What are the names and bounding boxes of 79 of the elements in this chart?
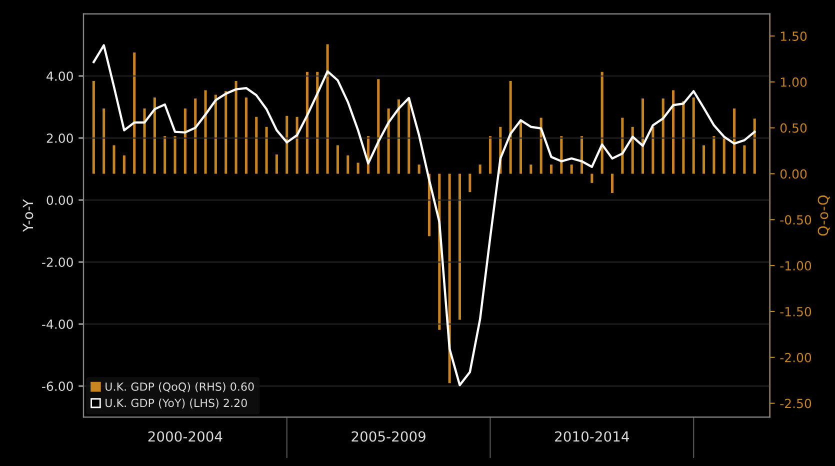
y-axis-title: Y-o-Y — [22, 199, 34, 232]
bar — [550, 164, 553, 174]
bar — [102, 108, 106, 174]
bar — [377, 79, 380, 174]
bar — [184, 108, 186, 174]
x-tick-label: 2000-2004 — [148, 431, 222, 442]
bar — [478, 164, 482, 174]
bar — [346, 155, 350, 174]
bar — [692, 98, 695, 174]
bar — [682, 101, 685, 174]
y-tick-label: 2.00 — [46, 133, 73, 143]
bar — [610, 174, 614, 194]
y2-tick-label: -0.50 — [780, 215, 812, 225]
bar — [702, 145, 706, 174]
bar — [397, 99, 400, 174]
bar — [621, 118, 624, 174]
bar — [143, 108, 146, 174]
bar — [418, 164, 420, 174]
bar — [316, 72, 319, 174]
bar — [509, 81, 512, 174]
bar — [753, 118, 756, 174]
bar — [133, 52, 136, 174]
bar — [153, 98, 156, 174]
legend-label: U.K. GDP (QoQ) (RHS) 0.60 — [106, 382, 254, 392]
bar — [164, 136, 166, 174]
x-tick-label: 2010-2014 — [555, 431, 629, 442]
bar — [468, 174, 472, 192]
y2-tick-label: -1.00 — [780, 261, 812, 270]
bar — [112, 145, 116, 174]
bar — [641, 98, 644, 174]
y2-tick-label: 1.00 — [780, 77, 807, 87]
bar — [722, 136, 726, 174]
bar — [275, 154, 278, 174]
bar — [488, 136, 492, 174]
bar — [590, 174, 594, 183]
bar — [214, 94, 217, 174]
bar — [530, 164, 532, 174]
bar — [255, 116, 258, 174]
bar — [387, 108, 390, 174]
y2-tick-label: 0.00 — [780, 169, 807, 179]
bar — [92, 81, 95, 174]
x-tick-label: 2005-2009 — [352, 431, 426, 442]
bar — [194, 98, 197, 174]
bar — [306, 72, 308, 174]
y2-tick-label: -2.50 — [780, 398, 812, 408]
y-tick-label: 0.00 — [46, 195, 73, 205]
bar — [458, 174, 462, 320]
bar — [519, 120, 522, 174]
legend-label: U.K. GDP (YoY) (LHS) 2.20 — [106, 398, 247, 408]
bar — [631, 126, 634, 174]
bar — [600, 72, 604, 174]
bar — [234, 81, 238, 174]
bar — [408, 98, 410, 174]
bar — [336, 145, 339, 174]
bar — [672, 90, 675, 174]
y-tick-label: 4.00 — [46, 71, 73, 81]
y2-tick-label: 0.50 — [780, 123, 807, 133]
bar — [356, 162, 360, 174]
y-tick-label: -2.00 — [42, 258, 73, 267]
bar — [662, 98, 664, 174]
y-tick-label: -6.00 — [42, 382, 73, 391]
bar — [286, 116, 288, 174]
bar — [265, 126, 268, 174]
bar — [570, 164, 573, 174]
y2-tick-label: -1.50 — [780, 306, 812, 316]
y2-tick-label: -2.00 — [780, 352, 812, 362]
bar — [174, 136, 176, 174]
bar — [244, 98, 248, 174]
bar — [733, 108, 736, 174]
bar — [652, 126, 654, 174]
bar — [712, 136, 716, 174]
bar — [743, 145, 746, 174]
bar — [204, 90, 207, 174]
y2-axis-title: Q-o-Q — [818, 195, 830, 236]
bar — [122, 155, 126, 174]
bar — [224, 91, 228, 174]
y-tick-label: -4.00 — [42, 320, 73, 329]
y2-tick-label: 1.50 — [780, 31, 807, 41]
bar — [326, 44, 329, 174]
